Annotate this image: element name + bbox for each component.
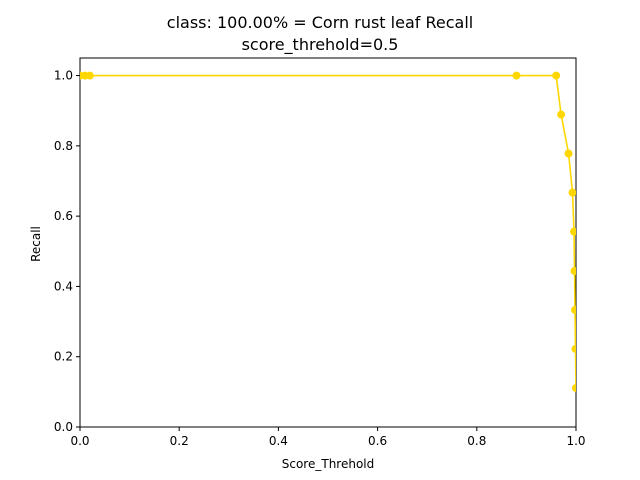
x-tick-label: 0.2: [170, 434, 189, 448]
x-axis-ticks: 0.0 0.2 0.4 0.6 0.8 1.0: [70, 427, 586, 448]
data-point: [570, 266, 576, 275]
data-point: [564, 149, 573, 158]
data-point: [557, 110, 566, 119]
x-tick-label: 1.0: [566, 434, 585, 448]
y-tick-label: 0.6: [54, 209, 73, 223]
x-tick-label: 0.6: [368, 434, 387, 448]
y-axis-ticks: 0.0 0.2 0.4 0.6 0.8 1.0: [54, 69, 80, 434]
y-tick-label: 0.8: [54, 139, 73, 153]
plot-frame: [79, 57, 577, 428]
chart-title-line2: score_threhold=0.5: [242, 35, 399, 55]
y-tick-label: 0.0: [54, 420, 73, 434]
x-axis-label: Score_Threhold: [282, 457, 375, 471]
series-line: [80, 74, 576, 389]
y-tick-label: 1.0: [54, 69, 73, 83]
data-point: [552, 71, 561, 80]
chart-title-line1: class: 100.00% = Corn rust leaf Recall: [167, 13, 473, 32]
y-tick-label: 0.4: [54, 279, 73, 293]
data-point: [568, 188, 576, 197]
data-point: [571, 305, 576, 314]
plot-area: [79, 57, 577, 428]
y-axis-label: Recall: [29, 226, 43, 262]
data-point: [570, 227, 576, 236]
data-point: [572, 383, 576, 392]
x-tick-label: 0.0: [70, 434, 89, 448]
data-point: [571, 344, 576, 353]
data-point: [85, 71, 94, 80]
x-tick-label: 0.4: [269, 434, 288, 448]
y-tick-label: 0.2: [54, 350, 73, 364]
x-tick-label: 0.8: [467, 434, 486, 448]
series-layer: [80, 71, 576, 392]
data-point: [512, 71, 521, 80]
